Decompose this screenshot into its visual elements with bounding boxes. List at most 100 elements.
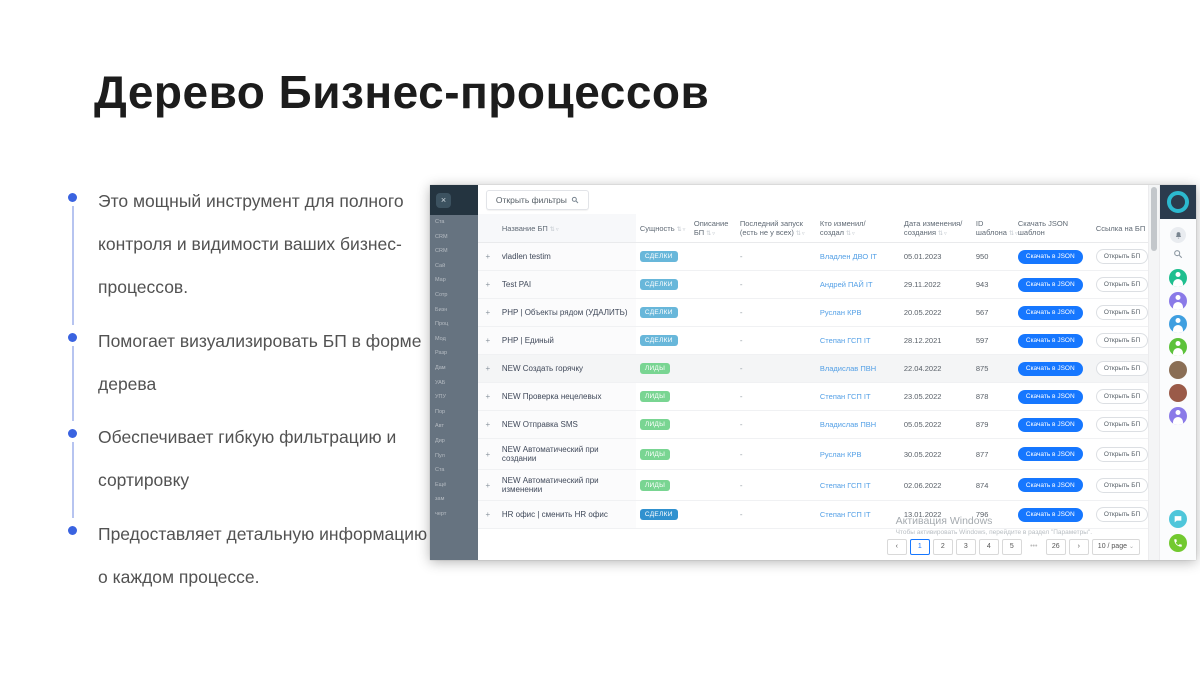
page-size-select[interactable]: 10 / page ⌄ [1091, 539, 1141, 555]
open-bp-button[interactable]: Открыть БП [1095, 507, 1149, 522]
column-header-description[interactable]: Описание БП ⇅▿ [689, 214, 736, 243]
expand-row-button[interactable]: + [477, 410, 498, 439]
filter-icon[interactable]: ▿ [801, 231, 805, 237]
filter-icon[interactable]: ▿ [1015, 231, 1018, 237]
expand-row-button[interactable]: + [477, 382, 498, 411]
sort-icon[interactable]: ⇅ [1008, 231, 1014, 237]
download-json-button[interactable]: Скачать в JSON [1017, 305, 1083, 320]
author-link[interactable]: Степан ГСП IT [819, 392, 871, 401]
expand-row-button[interactable]: + [477, 298, 498, 327]
notifications-button[interactable] [1170, 227, 1186, 243]
download-json-button[interactable]: Скачать в JSON [1017, 447, 1083, 461]
pagination-item[interactable]: › [1068, 539, 1089, 555]
scrollbar-thumb[interactable] [1151, 187, 1158, 251]
filter-icon[interactable]: ▿ [944, 231, 947, 237]
sort-icon[interactable]: ⇅ [795, 231, 801, 237]
expand-row-button[interactable]: + [477, 469, 498, 501]
avatar[interactable] [1169, 315, 1187, 333]
sidebar-menu-item[interactable]: Мод [435, 335, 446, 342]
sidebar-menu-item[interactable]: УАБ [435, 379, 446, 386]
open-filters-button[interactable]: Открыть фильтры [485, 190, 589, 210]
filter-icon[interactable]: ▿ [712, 231, 715, 237]
author-link[interactable]: Владислав ПВН [819, 364, 877, 373]
avatar[interactable] [1169, 407, 1187, 425]
download-json-button[interactable]: Скачать в JSON [1017, 478, 1083, 492]
sidebar-menu-item[interactable]: Авт [435, 423, 444, 430]
sidebar-menu-item[interactable]: Разр [435, 350, 448, 357]
author-link[interactable]: Степан ГСП IT [819, 480, 871, 490]
download-json-button[interactable]: Скачать в JSON [1017, 389, 1083, 404]
sidebar-menu-item[interactable]: CRM [435, 248, 448, 255]
open-bp-button[interactable]: Открыть БП [1095, 389, 1149, 404]
author-link[interactable]: Степан ГСП IT [819, 336, 871, 345]
avatar[interactable] [1169, 292, 1187, 310]
pagination-item[interactable]: 1 [909, 539, 930, 555]
support-chat-button[interactable] [1169, 510, 1187, 528]
sidebar-menu-item[interactable]: Дам [435, 364, 446, 371]
sidebar-menu-item[interactable]: зам [435, 496, 445, 503]
open-bp-button[interactable]: Открыть БП [1095, 477, 1149, 493]
author-link[interactable]: Владлен ДВО IT [819, 252, 877, 261]
download-json-button[interactable]: Скачать в JSON [1017, 507, 1083, 522]
filter-icon[interactable]: ▿ [852, 231, 855, 237]
pagination-item[interactable]: 5 [1001, 539, 1022, 555]
sidebar-menu-item[interactable]: УПУ [435, 394, 446, 401]
sort-icon[interactable]: ⇅ [676, 226, 682, 233]
vertical-scrollbar[interactable] [1148, 185, 1159, 560]
sidebar-menu-item[interactable]: Сай [435, 262, 446, 269]
pagination-item[interactable]: 26 [1045, 539, 1066, 555]
column-header-name[interactable]: Название БП ⇅▿ [497, 214, 636, 243]
column-header-entity[interactable]: Сущность ⇅▿ [635, 214, 690, 243]
expand-row-button[interactable]: + [477, 242, 498, 271]
filter-icon[interactable]: ▿ [555, 226, 559, 233]
expand-row-button[interactable]: + [477, 438, 498, 470]
sort-icon[interactable]: ⇅ [549, 226, 555, 233]
download-json-button[interactable]: Скачать в JSON [1017, 249, 1083, 264]
search-button[interactable] [1173, 249, 1183, 261]
pagination-item[interactable]: ‹ [886, 539, 907, 555]
open-bp-button[interactable]: Открыть БП [1095, 417, 1149, 432]
avatar[interactable] [1169, 384, 1187, 402]
download-json-button[interactable]: Скачать в JSON [1017, 333, 1083, 348]
sidebar-menu-item[interactable]: Ста [435, 467, 445, 474]
column-header-id[interactable]: ID шаблона ⇅▿ [971, 214, 1018, 243]
column-header-last-run[interactable]: Последний запуск (есть не у всех) ⇅▿ [735, 214, 816, 243]
app-menu-icon[interactable]: × [436, 192, 451, 208]
author-link[interactable]: Владислав ПВН [819, 420, 877, 429]
download-json-button[interactable]: Скачать в JSON [1017, 361, 1083, 376]
sidebar-menu-item[interactable]: Ста [435, 219, 445, 225]
filter-icon[interactable]: ▿ [682, 226, 686, 233]
avatar[interactable] [1169, 269, 1187, 287]
pagination-item[interactable]: 4 [978, 539, 999, 555]
download-json-button[interactable]: Скачать в JSON [1017, 277, 1083, 292]
sidebar-menu-item[interactable]: Бизн [435, 306, 448, 313]
author-link[interactable]: Степан ГСП IT [819, 510, 871, 519]
avatar[interactable] [1169, 361, 1187, 379]
sidebar-menu-item[interactable]: Дир [435, 437, 445, 444]
author-link[interactable]: Андрей ПАЙ IT [819, 280, 873, 289]
expand-row-button[interactable]: + [477, 354, 498, 383]
sidebar-menu-item[interactable]: Проц [435, 321, 449, 328]
sidebar-menu-item[interactable]: черт [435, 510, 447, 517]
sort-icon[interactable]: ⇅ [846, 231, 852, 237]
download-json-button[interactable]: Скачать в JSON [1017, 417, 1083, 432]
column-header-author[interactable]: Кто изменил/ создал ⇅▿ [815, 214, 900, 243]
expand-row-button[interactable]: + [477, 270, 498, 299]
author-link[interactable]: Руслан КРВ [819, 449, 862, 459]
sidebar-menu-item[interactable]: Мар [435, 277, 446, 284]
sidebar-menu-item[interactable]: Пор [435, 408, 446, 415]
open-bp-button[interactable]: Открыть БП [1095, 277, 1149, 292]
avatar[interactable] [1169, 338, 1187, 356]
sidebar-menu-item[interactable]: Пул [435, 452, 445, 459]
expand-row-button[interactable]: + [477, 500, 498, 529]
pagination-item[interactable]: 2 [932, 539, 953, 555]
sidebar-menu-item[interactable]: Сотр [435, 291, 448, 298]
column-header-date[interactable]: Дата изменения/ создания ⇅▿ [899, 214, 972, 243]
open-bp-button[interactable]: Открыть БП [1095, 361, 1149, 376]
open-bp-button[interactable]: Открыть БП [1095, 333, 1149, 348]
pagination-item[interactable]: 3 [955, 539, 976, 555]
sort-icon[interactable]: ⇅ [938, 231, 944, 237]
sort-icon[interactable]: ⇅ [706, 231, 712, 237]
sidebar-menu-item[interactable]: Ещё [435, 481, 447, 488]
sidebar-menu-item[interactable]: CRM [435, 233, 448, 240]
